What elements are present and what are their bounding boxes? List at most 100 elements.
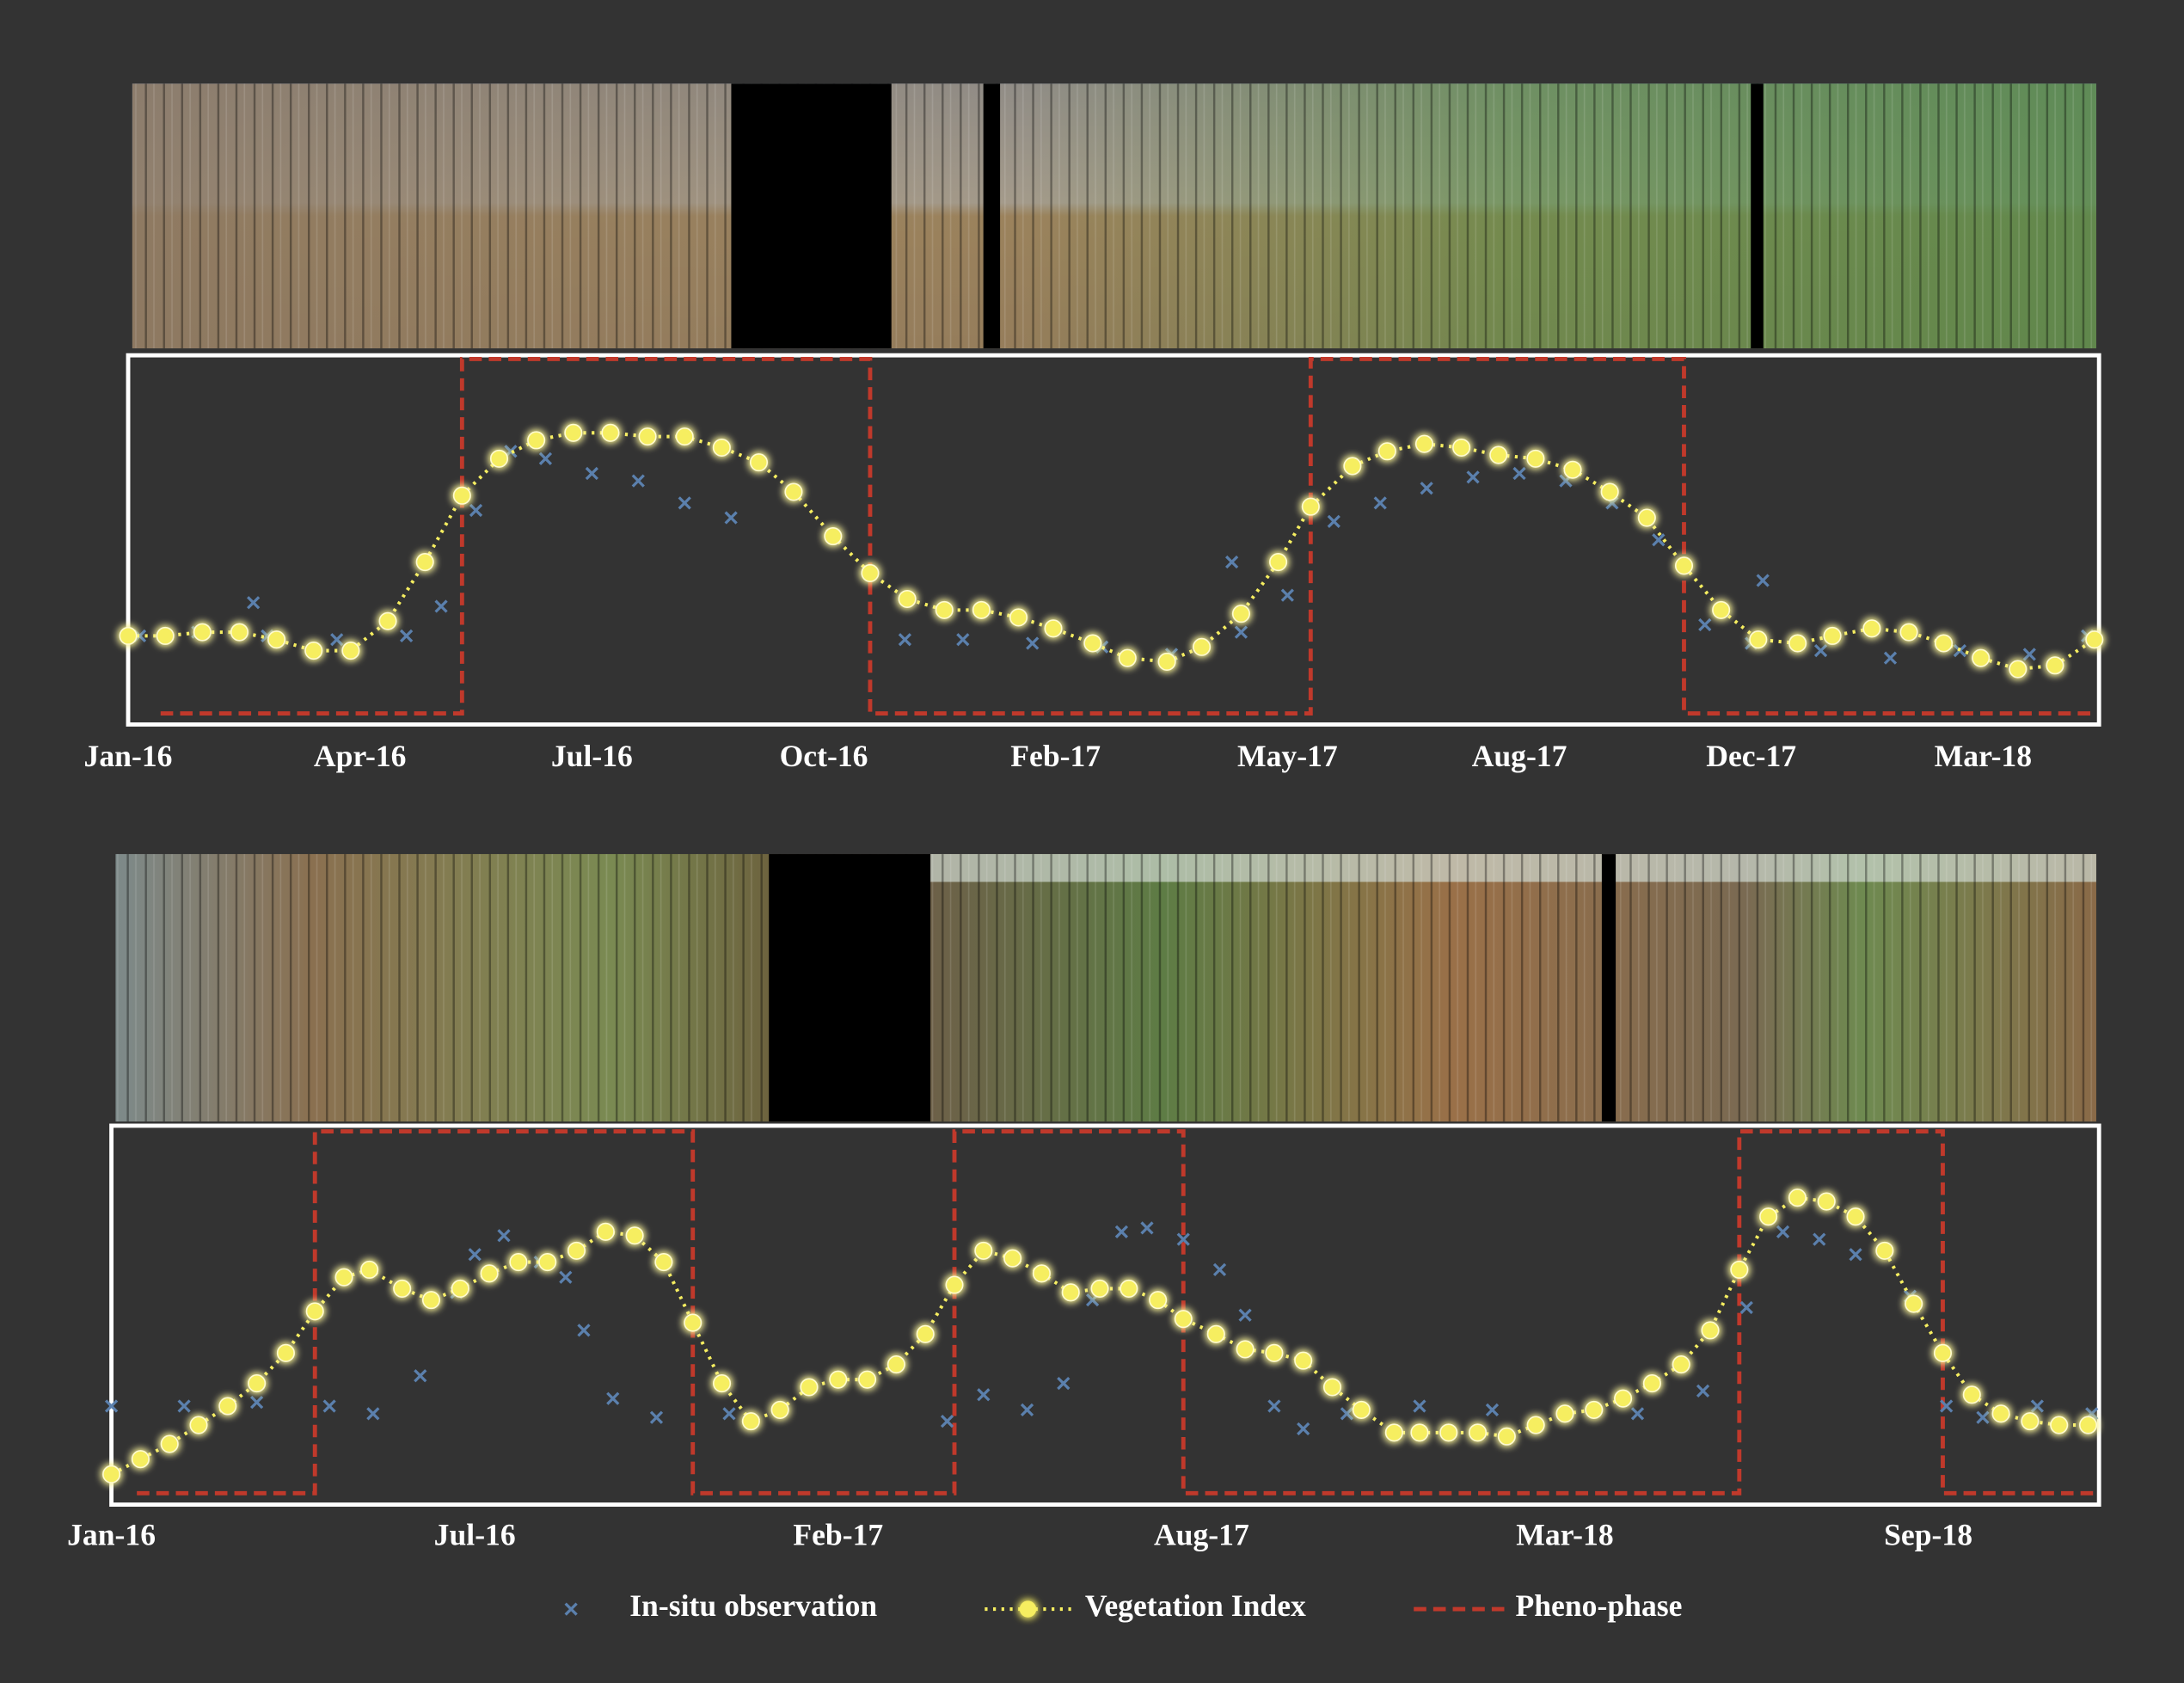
observation-point — [1756, 574, 1770, 587]
index-point — [712, 438, 731, 458]
observation-point — [1297, 1422, 1310, 1436]
series-step — [137, 1129, 2100, 1496]
index-point — [654, 1253, 673, 1272]
observation-point — [1212, 1262, 1227, 1277]
index-point — [596, 1222, 615, 1241]
index-point — [675, 427, 694, 446]
index-point — [1489, 445, 1508, 464]
index-point — [1672, 1355, 1690, 1374]
plot-frame — [126, 353, 2101, 727]
index-point — [1343, 457, 1362, 476]
observation-point — [1413, 1399, 1426, 1413]
series-scatter — [104, 1221, 2099, 1436]
index-point — [1003, 1249, 1022, 1268]
index-point — [341, 642, 360, 660]
observation-point — [330, 633, 344, 647]
index-point — [749, 453, 769, 472]
x-tick-label: Dec-17 — [1706, 739, 1796, 773]
index-point — [935, 600, 954, 619]
index-point — [1032, 1264, 1051, 1283]
index-point — [916, 1324, 935, 1343]
index-point — [829, 1370, 848, 1389]
observation-point — [1176, 1232, 1190, 1246]
observation-point — [1340, 1407, 1354, 1421]
observation-point — [585, 466, 598, 481]
index-point — [1439, 1423, 1458, 1442]
index-point — [1846, 1207, 1865, 1226]
index-point — [1759, 1207, 1778, 1226]
observation-point — [649, 1410, 664, 1424]
observation-point — [724, 511, 738, 525]
observation-point — [631, 474, 645, 488]
observation-point — [1813, 1232, 1826, 1246]
plot-frame — [109, 1123, 2101, 1508]
observation-point — [177, 1399, 191, 1413]
index-point — [1637, 508, 1656, 527]
observation-point — [1373, 496, 1387, 510]
observation-point — [1849, 1248, 1862, 1262]
index-point — [564, 423, 583, 442]
index-point — [1410, 1423, 1429, 1442]
observation-point — [414, 1369, 427, 1383]
x-tick-label: Mar-18 — [1516, 1518, 1613, 1552]
index-point — [156, 626, 175, 645]
index-point — [1749, 630, 1768, 649]
index-point — [625, 1226, 644, 1245]
x-tick-label: Mar-18 — [1935, 739, 2032, 773]
index-point — [974, 1241, 993, 1260]
index-point — [489, 449, 509, 468]
index-point — [1875, 1241, 1894, 1260]
index-point — [1674, 556, 1694, 575]
observation-point — [1140, 1221, 1154, 1235]
index-point — [1701, 1321, 1720, 1340]
index-point — [1206, 1324, 1225, 1343]
index-point — [1497, 1427, 1516, 1446]
index-point — [1193, 637, 1212, 656]
observation-point — [247, 596, 261, 610]
index-point — [2009, 660, 2028, 679]
observation-point — [1466, 470, 1480, 484]
index-point — [160, 1434, 179, 1453]
observation-point — [678, 496, 691, 510]
index-point — [1157, 652, 1176, 671]
index-point — [898, 589, 917, 609]
index-point — [305, 1302, 324, 1321]
index-point — [1712, 600, 1731, 619]
observation-point — [1739, 1300, 1753, 1315]
observation-point — [1630, 1407, 1645, 1421]
series-step — [160, 357, 2095, 716]
index-point — [1555, 1404, 1574, 1423]
index-point — [248, 1374, 267, 1393]
series-line — [102, 1189, 2098, 1483]
observation-point — [577, 1324, 591, 1337]
series-line — [119, 423, 2104, 679]
index-point — [1526, 1416, 1545, 1434]
observation-point — [956, 633, 970, 647]
index-point — [945, 1275, 964, 1294]
legend-label: Pheno-phase — [1515, 1588, 1682, 1623]
index-point — [1526, 449, 1545, 468]
observation-point — [1327, 514, 1340, 528]
observation-point — [322, 1399, 336, 1413]
index-point — [415, 553, 434, 572]
index-point — [2050, 1416, 2069, 1434]
index-point — [1730, 1260, 1749, 1279]
index-point — [1788, 1189, 1807, 1207]
index-point — [1294, 1351, 1313, 1370]
x-tick-label: Jan-16 — [67, 1518, 156, 1552]
observation-point — [366, 1407, 380, 1421]
observation-point — [2030, 1399, 2044, 1413]
index-point — [886, 1355, 905, 1374]
index-point — [1905, 1294, 1923, 1313]
legend-label: Vegetation Index — [1085, 1588, 1306, 1623]
index-point — [218, 1397, 237, 1416]
index-point — [1585, 1400, 1604, 1419]
index-point — [1452, 438, 1471, 458]
index-point — [1384, 1423, 1403, 1442]
index-point — [119, 626, 138, 645]
x-tick-label: Apr-16 — [314, 739, 407, 773]
observation-point — [1234, 625, 1248, 639]
index-point — [378, 611, 397, 630]
index-point — [334, 1268, 353, 1287]
